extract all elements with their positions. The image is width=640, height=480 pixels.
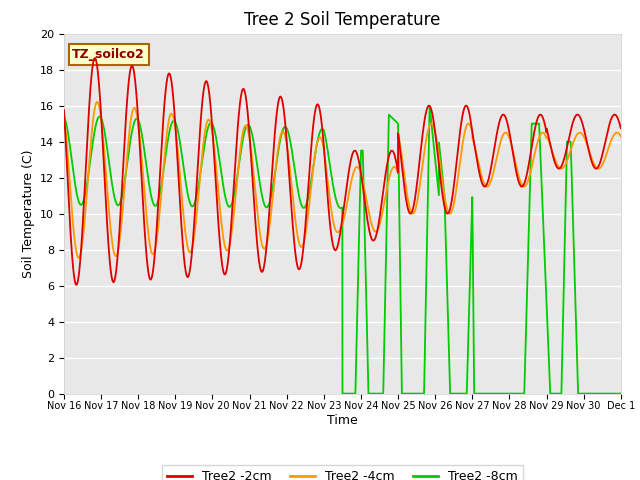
Text: TZ_soilco2: TZ_soilco2: [72, 48, 145, 61]
X-axis label: Time: Time: [327, 414, 358, 427]
Y-axis label: Soil Temperature (C): Soil Temperature (C): [22, 149, 35, 278]
Legend: Tree2 -2cm, Tree2 -4cm, Tree2 -8cm: Tree2 -2cm, Tree2 -4cm, Tree2 -8cm: [162, 465, 523, 480]
Title: Tree 2 Soil Temperature: Tree 2 Soil Temperature: [244, 11, 440, 29]
